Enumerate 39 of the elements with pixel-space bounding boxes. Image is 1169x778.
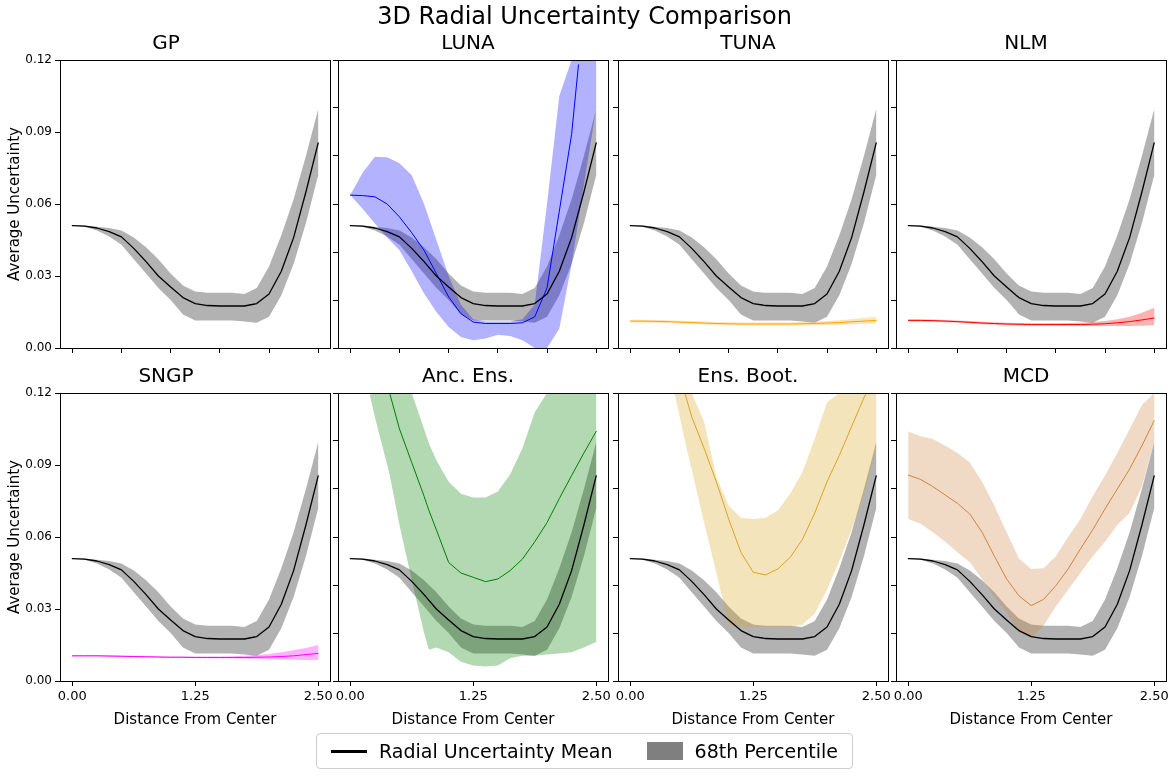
legend-label: Radial Uncertainty Mean: [379, 740, 613, 762]
y-tick-label: 0.00: [25, 673, 52, 688]
y-tick-label: 0.09: [25, 457, 52, 472]
chart-title: SNGP: [138, 363, 194, 388]
x-axis-title: Distance From Center: [949, 709, 1114, 728]
y-axis-title: Average Uncertainty: [4, 126, 23, 281]
y-tick-label: 0.09: [25, 124, 52, 139]
x-tick-label: 2.50: [303, 688, 333, 704]
y-tick-label: 0.03: [25, 268, 52, 283]
x-tick-label: 1.25: [180, 688, 210, 704]
x-tick-label: 0.00: [893, 688, 923, 704]
x-tick-label: 0.00: [335, 688, 365, 704]
y-axis-title: Average Uncertainty: [4, 459, 23, 614]
y-tick-label: 0.12: [25, 52, 52, 67]
y-tick-label: 0.06: [25, 196, 52, 211]
x-tick-label: 2.50: [861, 688, 891, 704]
x-tick-label: 1.25: [458, 688, 488, 704]
x-axis-title: Distance From Center: [113, 709, 278, 728]
chart-title: LUNA: [441, 30, 496, 55]
x-axis-title: Distance From Center: [391, 709, 556, 728]
chart-title: NLM: [1004, 30, 1048, 55]
text: 68th Percentile: [694, 740, 838, 762]
x-tick-label: 2.50: [581, 688, 611, 704]
chart-title: TUNA: [719, 30, 777, 55]
chart-title: Anc. Ens.: [421, 363, 515, 388]
x-tick-label: 2.50: [1139, 688, 1169, 704]
x-tick-label: 1.25: [1016, 688, 1046, 704]
y-tick-label: 0.12: [25, 385, 52, 400]
text: 3D Radial Uncertainty Comparison: [376, 2, 793, 30]
chart-title: GP: [152, 30, 180, 55]
chart-title: MCD: [1002, 363, 1050, 388]
x-tick-label: 1.25: [738, 688, 768, 704]
chart-title: Ens. Boot.: [697, 363, 799, 388]
x-axis-title: Distance From Center: [671, 709, 836, 728]
x-tick-label: 0.00: [57, 688, 87, 704]
y-tick-label: 0.00: [25, 340, 52, 355]
x-tick-label: 0.00: [615, 688, 645, 704]
y-tick-label: 0.06: [25, 529, 52, 544]
y-tick-label: 0.03: [25, 601, 52, 616]
